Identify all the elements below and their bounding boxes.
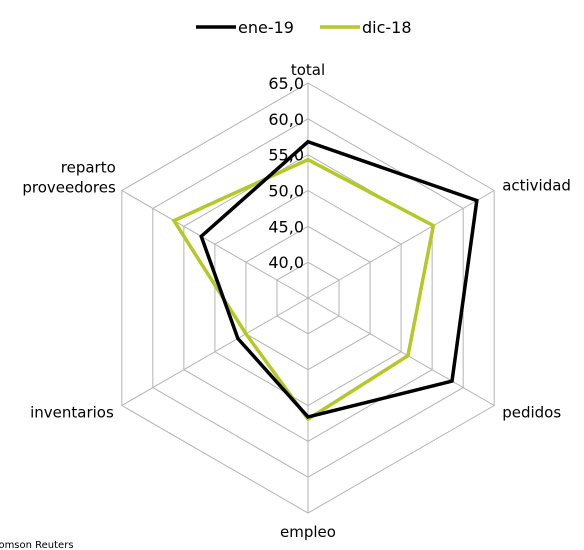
legend-label-ene-19: ene-19 [238,18,294,37]
series-group [171,139,479,422]
axis-labels: total actividad pedidos empleo inventarios re… [22,61,571,541]
axis-label-total: total [291,61,325,79]
axis-label-reparto-proveedores: reparto proveedores [22,159,116,197]
tick-labels: 40,0 45,0 50,0 55,0 60,0 65,0 [268,74,304,272]
series-line-dic-18 [171,157,436,422]
source-note: Thomson Reuters [0,540,74,550]
radar-spokes [121,83,495,513]
legend-label-dic-18: dic-18 [362,18,412,37]
tick-label: 40,0 [268,253,304,272]
axis-label-empleo: empleo [280,523,336,541]
tick-label: 50,0 [268,182,304,201]
tick-label: 55,0 [268,146,304,165]
tick-label: 65,0 [268,74,304,93]
axis-spoke [121,190,309,299]
axis-label-actividad: actividad [502,177,571,195]
tick-label: 60,0 [268,110,304,129]
axis-spoke [307,190,495,299]
axis-label-pedidos: pedidos [502,404,561,422]
axis-spoke [121,297,309,406]
series-line-ene-19 [199,139,479,419]
axis-label-inventarios: inventarios [30,404,114,422]
tick-label: 45,0 [268,217,304,236]
legend: ene-19 dic-18 [196,18,412,37]
axis-spoke [307,297,495,406]
